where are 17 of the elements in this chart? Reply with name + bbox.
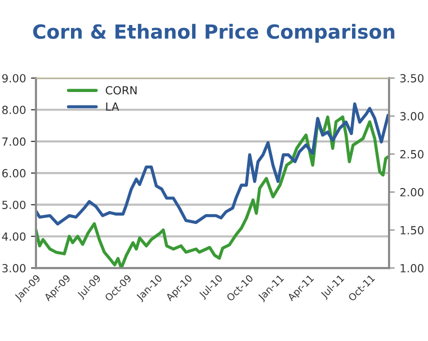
y2-tick-label: 2.00: [400, 188, 424, 196]
y-tick-label: 3.00: [2, 264, 26, 272]
y-tick-label: 7.00: [2, 137, 26, 146]
legend-label: CORN: [106, 86, 137, 94]
y2-tick-label: 1.50: [400, 226, 424, 234]
legend-label: LA: [106, 102, 120, 111]
y2-tick-label: 2.50: [400, 150, 424, 158]
chart-title: Corn & Ethanol Price Comparison: [33, 24, 394, 43]
line-series: [36, 102, 390, 226]
y2-tick-label: 3.00: [400, 112, 424, 120]
y-tick-label: 9.00: [2, 74, 26, 82]
y2-tick-label: 3.50: [400, 74, 424, 82]
y-tick-label: 4.00: [2, 232, 26, 241]
y-tick-label: 5.00: [2, 200, 26, 210]
y2-tick-label: 1.00: [400, 264, 424, 272]
y-tick-label: 6.00: [2, 169, 26, 178]
y-tick-label: 8.00: [2, 106, 26, 114]
